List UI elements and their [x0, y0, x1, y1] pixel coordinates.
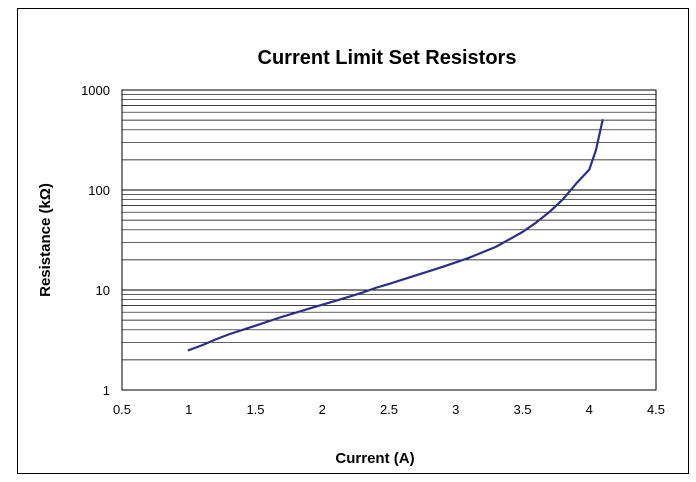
y-tick-label: 100 — [88, 183, 110, 198]
x-tick-label: 2.5 — [380, 402, 398, 417]
x-axis-title: Current (A) — [335, 450, 414, 467]
y-tick-label: 1 — [103, 383, 110, 398]
plot-area-border — [121, 89, 657, 391]
y-tick-label: 1000 — [81, 83, 110, 98]
series-line — [187, 119, 604, 352]
x-tick-label: 1 — [185, 402, 192, 417]
x-tick-label: 3 — [452, 402, 459, 417]
y-axis-title: Resistance (kΩ) — [37, 183, 54, 297]
x-tick-label: 2 — [319, 402, 326, 417]
x-tick-labels: 0.5 1 1.5 2 2.5 3 3.5 4 4.5 — [113, 402, 665, 417]
y-tick-label: 10 — [96, 283, 110, 298]
y-tick-labels: 1 10 100 1000 — [81, 83, 110, 398]
chart-title: Current Limit Set Resistors — [258, 47, 517, 69]
x-tick-label: 1.5 — [246, 402, 264, 417]
x-tick-label: 4.5 — [647, 402, 665, 417]
chart-frame — [17, 8, 689, 474]
x-tick-label: 4 — [586, 402, 593, 417]
x-tick-label: 3.5 — [513, 402, 531, 417]
x-tick-label: 0.5 — [113, 402, 131, 417]
